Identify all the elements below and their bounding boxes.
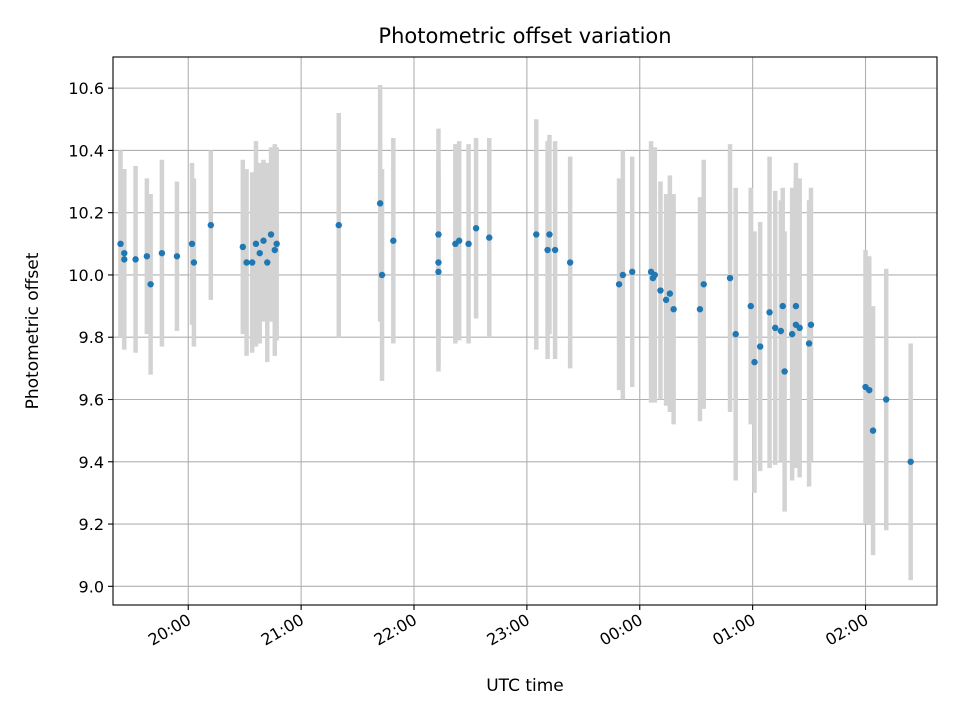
data-point: [629, 268, 636, 276]
data-point: [869, 427, 877, 434]
data-point: [866, 386, 873, 394]
data-point: [455, 237, 463, 244]
data-point: [252, 240, 260, 248]
data-point: [805, 340, 813, 347]
data-point: [435, 231, 442, 238]
data-point: [273, 240, 280, 248]
x-axis-ticks: 20:00 21:00 22:00 23:00 00:00 01:00 02:00: [145, 605, 872, 650]
data-point: [544, 246, 551, 254]
x-tick-label: 20:00: [145, 610, 194, 650]
y-tick-label: 10.2: [68, 204, 104, 223]
y-tick-label: 9.8: [79, 328, 104, 347]
data-point: [807, 321, 815, 328]
data-point: [376, 200, 384, 207]
data-point: [779, 302, 786, 310]
y-tick-label: 10.6: [68, 79, 104, 98]
data-point: [726, 274, 734, 282]
data-point: [158, 249, 166, 257]
data-point: [777, 327, 785, 335]
x-tick-label: 23:00: [483, 610, 532, 650]
chart-title: Photometric offset variation: [378, 24, 671, 48]
data-point: [566, 259, 574, 266]
y-tick-label: 9.4: [79, 453, 104, 472]
data-point: [907, 458, 914, 465]
data-point: [533, 231, 540, 238]
data-point: [390, 237, 397, 244]
data-point: [792, 302, 800, 310]
data-point: [243, 259, 250, 266]
data-point: [260, 237, 267, 244]
data-point: [651, 271, 659, 279]
data-point: [249, 259, 256, 266]
data-point: [747, 302, 754, 310]
x-tick-label: 22:00: [371, 610, 420, 650]
data-point: [188, 240, 196, 248]
y-tick-label: 9.6: [79, 391, 104, 410]
data-point: [615, 281, 623, 288]
x-tick-label: 02:00: [822, 610, 871, 650]
data-point: [121, 249, 128, 257]
y-tick-label: 10.4: [68, 141, 104, 160]
data-point: [546, 231, 553, 238]
data-point: [271, 246, 278, 254]
data-point: [335, 221, 342, 229]
data-point: [700, 281, 707, 288]
data-point: [207, 221, 215, 229]
x-axis-label: UTC time: [486, 676, 564, 696]
data-point: [657, 287, 664, 294]
data-point: [435, 259, 442, 266]
data-point: [239, 243, 247, 251]
y-axis-ticks: 9.0 9.2 9.4 9.6 9.8 10.0 10.2 10.4 10.6: [68, 79, 113, 596]
y-axis-label: Photometric offset: [23, 252, 43, 409]
data-point: [465, 240, 472, 248]
data-point: [121, 256, 128, 263]
x-tick-label: 21:00: [258, 610, 307, 650]
data-point: [147, 281, 154, 288]
data-point: [619, 271, 627, 279]
x-tick-label: 00:00: [596, 610, 645, 650]
data-point: [472, 225, 480, 232]
data-point: [751, 358, 758, 366]
data-point: [378, 271, 386, 279]
data-point: [662, 296, 670, 304]
data-point: [551, 246, 559, 254]
grid: [113, 57, 937, 605]
data-point: [788, 330, 796, 338]
data-point: [486, 234, 493, 241]
data-point: [256, 249, 263, 257]
data-point: [267, 231, 275, 238]
data-point: [756, 343, 764, 350]
data-point: [666, 290, 674, 297]
data-point: [117, 240, 124, 248]
plot-area-frame: [112, 56, 938, 606]
data-point: [781, 368, 788, 375]
data-point: [796, 324, 803, 332]
y-tick-label: 10.0: [68, 266, 104, 285]
data-point: [264, 259, 271, 266]
data-point: [132, 256, 139, 263]
y-tick-label: 9.0: [79, 577, 104, 596]
data-point: [190, 259, 198, 266]
data-point: [883, 396, 890, 403]
data-point: [173, 253, 181, 260]
data-point: [143, 253, 151, 260]
data-point: [435, 268, 442, 276]
data-point: [766, 309, 773, 316]
data-point: [670, 306, 677, 313]
y-tick-label: 9.2: [79, 515, 104, 534]
data-point: [732, 330, 739, 338]
data-point: [696, 306, 704, 313]
data-point: [772, 324, 779, 332]
data-points: [117, 200, 914, 465]
x-tick-label: 01:00: [709, 610, 758, 650]
